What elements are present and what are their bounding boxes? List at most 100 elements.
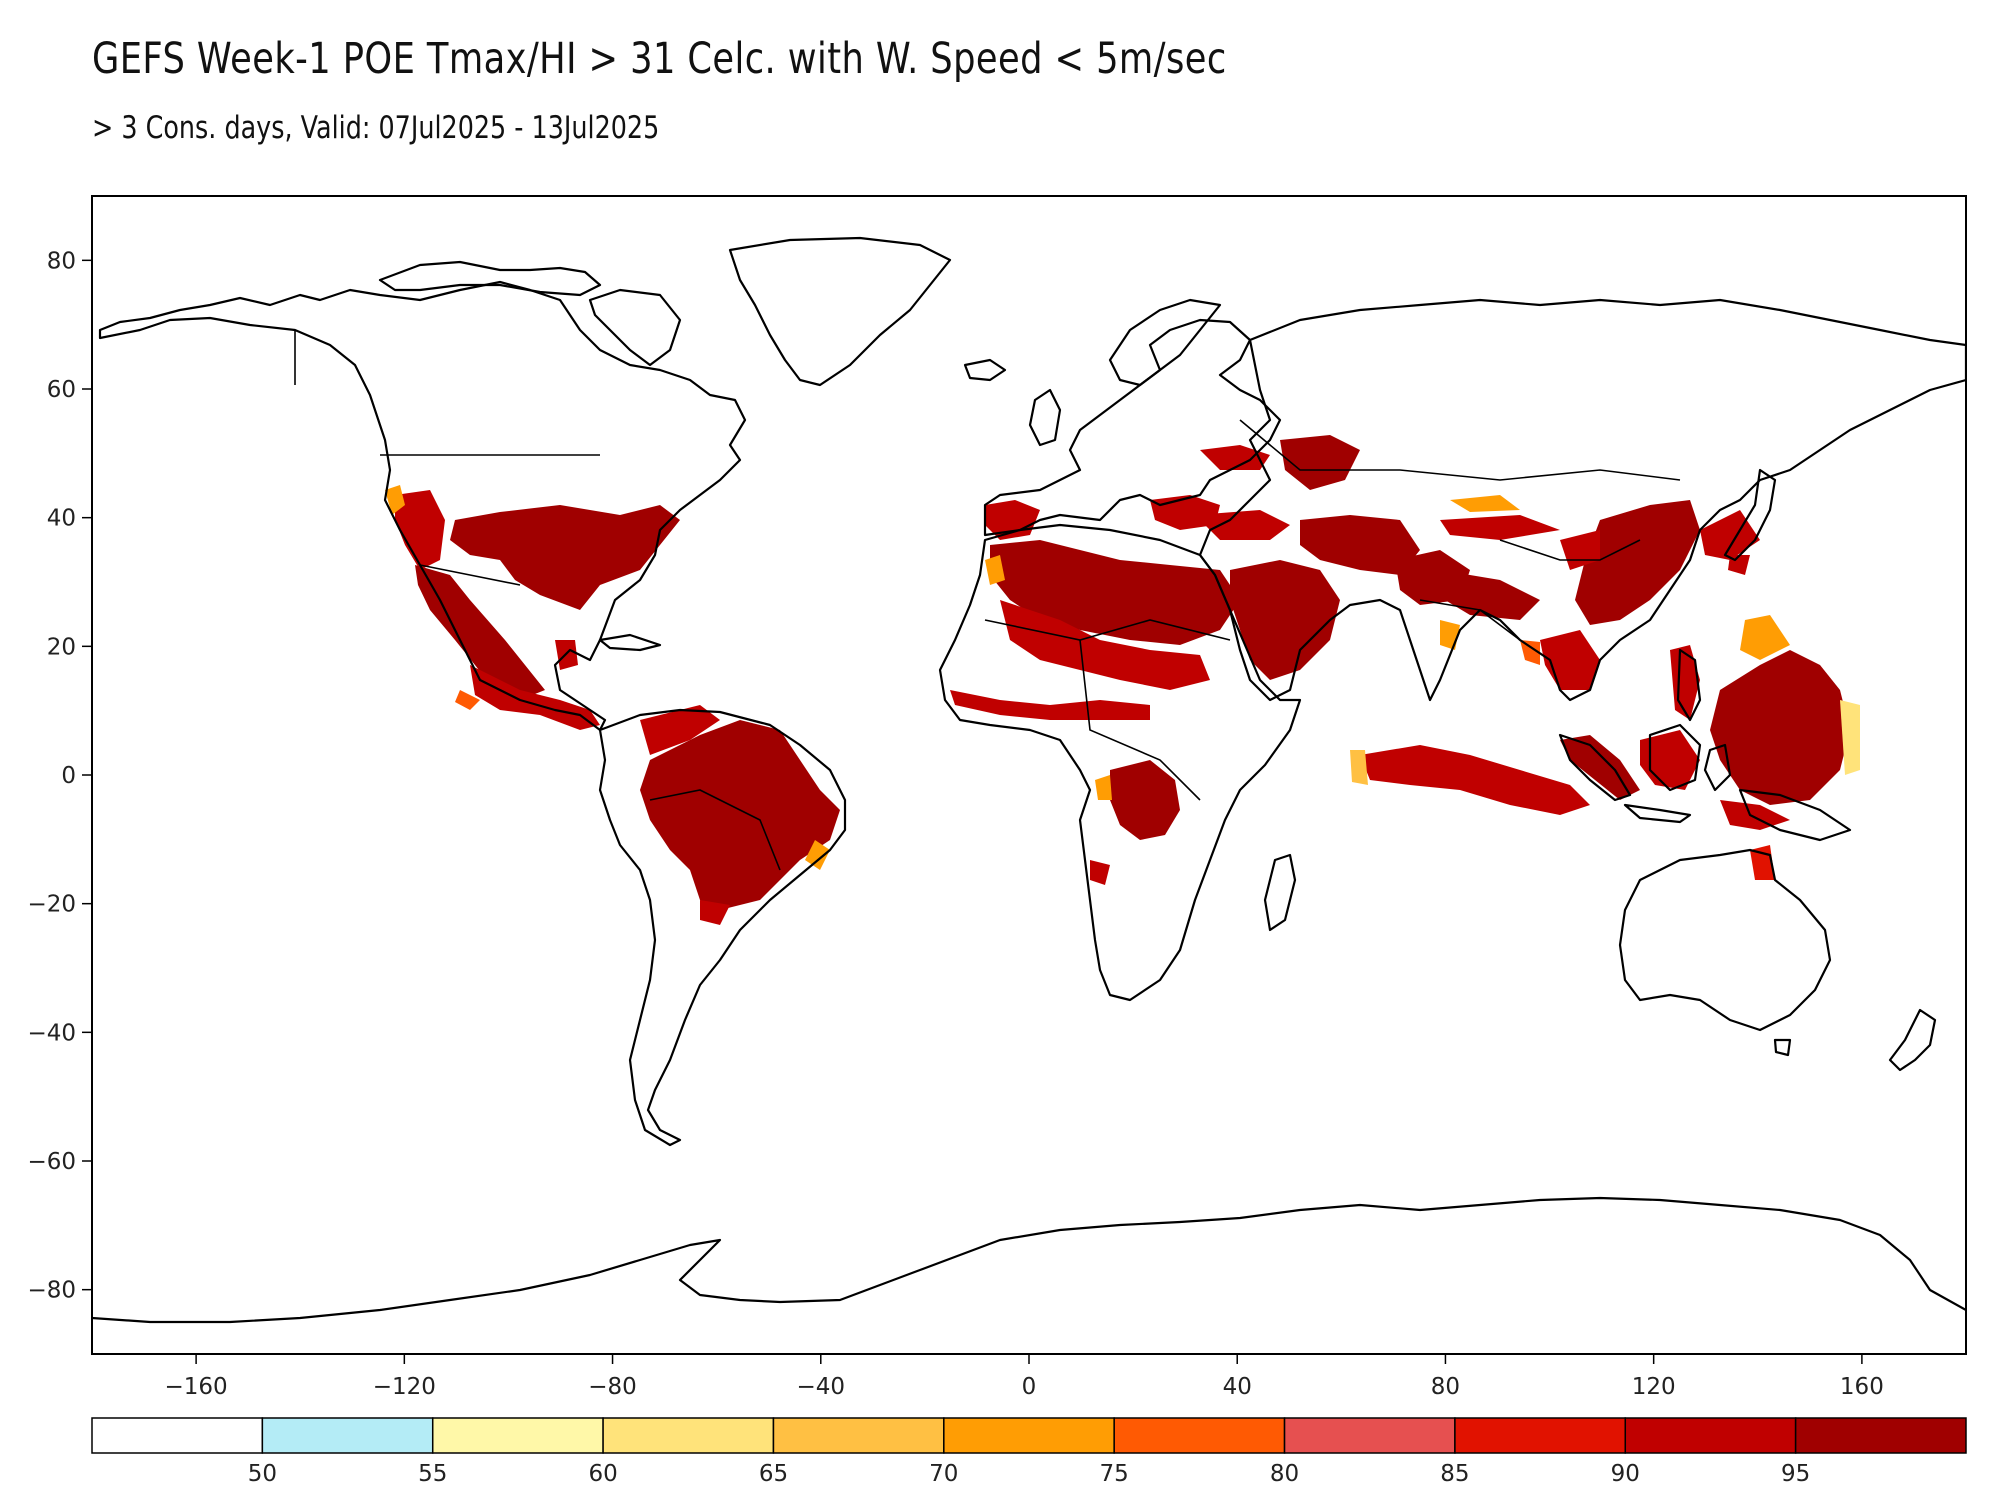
y-tick-label: −20 xyxy=(27,892,76,918)
border-africa-a xyxy=(984,619,1231,641)
heat-indochina-edge xyxy=(1520,640,1540,665)
coast-asia xyxy=(1198,298,1966,702)
y-tick-label: 80 xyxy=(47,248,76,274)
heat-sumatra xyxy=(1560,735,1640,800)
coastlines xyxy=(92,236,1966,1324)
colorbar-label: 60 xyxy=(588,1461,617,1487)
heat-korea-japan xyxy=(1700,510,1760,560)
coast-australia xyxy=(1618,848,1832,1032)
coast-sumatra xyxy=(1558,733,1632,802)
coast-arctic-islands xyxy=(378,260,602,297)
heat-new-guinea xyxy=(1720,800,1790,830)
colorbar: 50 55 60 65 70 75 80 85 90 95 xyxy=(91,1417,1967,1487)
x-tick-label: −80 xyxy=(588,1374,637,1400)
x-axis: −160 −120 −80 −40 0 40 80 120 160 xyxy=(165,1354,1884,1400)
x-tick-label: −120 xyxy=(373,1374,436,1400)
heat-usa-edge xyxy=(385,485,405,515)
heat-arabia xyxy=(1230,560,1340,680)
heat-south-america-north xyxy=(640,705,720,755)
colorbar-segment xyxy=(602,1417,775,1454)
heat-turkey xyxy=(1195,510,1290,540)
coast-new-zealand xyxy=(1888,1008,1937,1072)
y-tick-label: 20 xyxy=(47,634,76,660)
colorbar-label: 70 xyxy=(929,1461,958,1487)
coast-borneo xyxy=(1648,723,1702,792)
coast-cuba xyxy=(598,633,662,652)
heat-iran xyxy=(1300,515,1420,575)
map-subtitle: > 3 Cons. days, Valid: 07Jul2025 - 13Jul… xyxy=(92,110,660,146)
coast-iceland xyxy=(963,358,1007,382)
heat-sa-edge xyxy=(805,840,830,870)
heat-mexico-edge xyxy=(455,690,480,710)
country-borders xyxy=(294,330,1681,871)
coast-japan xyxy=(1723,468,1777,562)
heat-indian-ocean-edge xyxy=(1350,750,1368,785)
border-africa-b xyxy=(1079,639,1201,801)
colorbar-segment xyxy=(772,1417,945,1454)
heat-western-pacific-edge xyxy=(1740,615,1790,660)
colorbar-segment xyxy=(1113,1417,1286,1454)
heat-maghreb-edge xyxy=(985,555,1005,585)
y-tick-label: −80 xyxy=(27,1278,76,1304)
heat-usa-west xyxy=(395,490,445,570)
colorbar-segment xyxy=(431,1417,604,1454)
border-china xyxy=(1499,539,1641,561)
y-tick-label: 60 xyxy=(47,377,76,403)
x-tick-label: 80 xyxy=(1431,1374,1460,1400)
colorbar-label: 95 xyxy=(1781,1461,1810,1487)
heat-black-sea-north xyxy=(1200,445,1270,470)
heat-pacific-edge-b xyxy=(1840,700,1860,775)
heat-indian-ocean xyxy=(1360,745,1590,815)
colorbar-label: 50 xyxy=(248,1461,277,1487)
colorbar-label: 90 xyxy=(1611,1461,1640,1487)
x-tick-label: 0 xyxy=(1022,1374,1037,1400)
y-axis: 80 60 40 20 0 −20 −40 −60 −80 xyxy=(27,248,92,1304)
heat-east-china xyxy=(1575,500,1700,625)
y-tick-label: −60 xyxy=(27,1149,76,1175)
heat-south-america-south xyxy=(700,900,730,925)
x-tick-label: 120 xyxy=(1632,1374,1676,1400)
coast-south-america xyxy=(598,708,847,1147)
coast-antarctica xyxy=(92,1196,1966,1324)
heat-usa xyxy=(450,505,680,610)
heat-mexico xyxy=(415,565,545,700)
coast-north-america xyxy=(98,280,747,732)
coast-scandinavia xyxy=(1108,298,1222,387)
y-tick-label: 40 xyxy=(47,506,76,532)
x-tick-label: 40 xyxy=(1223,1374,1252,1400)
heat-sahel xyxy=(950,690,1150,720)
heat-central-america xyxy=(470,665,600,730)
colorbar-label: 75 xyxy=(1100,1461,1129,1487)
border-russia xyxy=(1239,419,1681,481)
heat-north-china-band xyxy=(1440,515,1560,540)
map-title: GEFS Week-1 POE Tmax/HI > 31 Celc. with … xyxy=(92,34,1227,84)
x-tick-label: 160 xyxy=(1840,1374,1884,1400)
map-plot-area xyxy=(92,236,1966,1324)
heat-north-india xyxy=(1440,570,1540,620)
coast-madagascar xyxy=(1263,853,1297,932)
colorbar-segment xyxy=(1794,1417,1967,1454)
coast-philippines xyxy=(1676,648,1702,722)
coast-baffin xyxy=(588,288,682,367)
colorbar-segment xyxy=(1454,1417,1627,1454)
probability-shading xyxy=(385,435,1860,925)
border-us-mexico xyxy=(419,564,521,586)
colorbar-segment xyxy=(91,1417,264,1454)
coast-tasmania xyxy=(1773,1038,1792,1057)
colorbar-segment xyxy=(1624,1417,1797,1454)
border-india xyxy=(1419,599,1521,641)
coast-greenland xyxy=(728,236,952,387)
colorbar-label: 85 xyxy=(1440,1461,1469,1487)
colorbar-segment xyxy=(943,1417,1115,1454)
heat-kazakhstan xyxy=(1280,435,1360,490)
heat-amazon xyxy=(640,720,840,910)
heat-central-africa xyxy=(1110,760,1180,840)
colorbar-label: 65 xyxy=(759,1461,788,1487)
coast-uk xyxy=(1028,388,1062,447)
heat-central-africa-edge xyxy=(1095,775,1112,800)
heat-western-pacific xyxy=(1710,650,1850,805)
colorbar-label: 55 xyxy=(418,1461,447,1487)
y-tick-label: 0 xyxy=(61,763,76,789)
x-tick-label: −160 xyxy=(165,1374,228,1400)
